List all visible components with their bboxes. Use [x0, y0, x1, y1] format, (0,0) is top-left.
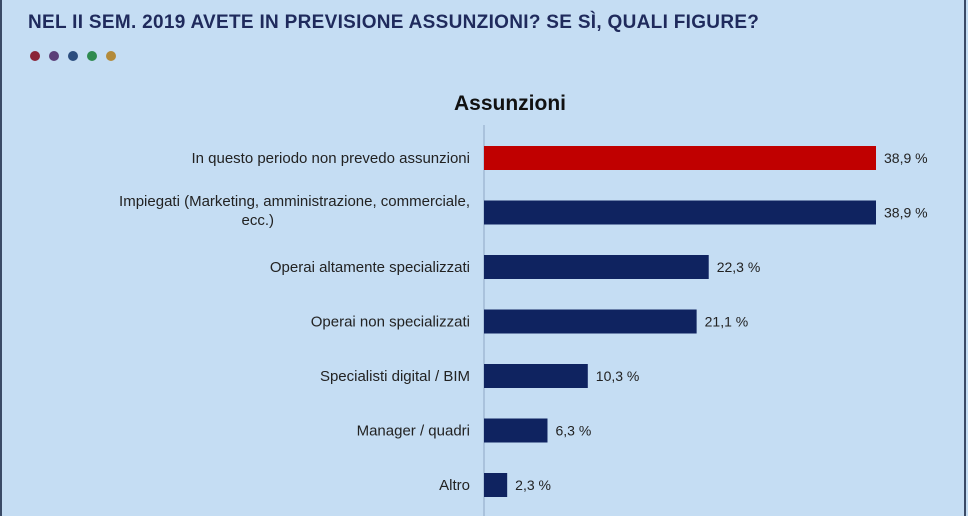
- value-label-1: 38,9 %: [884, 205, 928, 221]
- chart-title: Assunzioni: [454, 92, 566, 115]
- value-label-3: 21,1 %: [705, 314, 749, 330]
- category-label-6: Altro: [439, 477, 470, 494]
- value-label-6: 2,3 %: [515, 477, 551, 493]
- bar-6: [484, 473, 508, 497]
- category-label-5: Manager / quadri: [357, 423, 470, 440]
- dot-navy: [68, 51, 78, 61]
- category-label-2: Operai altamente specializzati: [270, 259, 470, 276]
- dot-purple: [49, 51, 59, 61]
- dot-gold: [106, 51, 116, 61]
- dot-green: [87, 51, 97, 61]
- value-label-0: 38,9 %: [884, 150, 928, 166]
- decorative-dots: [30, 51, 116, 61]
- value-label-2: 22,3 %: [717, 259, 761, 275]
- value-label-4: 10,3 %: [596, 368, 640, 384]
- bar-0: [484, 146, 876, 170]
- dot-maroon: [30, 51, 40, 61]
- bar-5: [484, 418, 548, 443]
- page-title: NEL II SEM. 2019 AVETE IN PREVISIONE ASS…: [28, 12, 760, 33]
- bar-2: [484, 255, 709, 279]
- category-label-3: Operai non specializzati: [311, 314, 470, 331]
- bar-1: [484, 200, 876, 225]
- category-label-4: Specialisti digital / BIM: [320, 368, 470, 385]
- value-label-5: 6,3 %: [555, 423, 591, 439]
- bar-3: [484, 309, 697, 334]
- category-label-1: Impiegati (Marketing, amministrazione, c…: [119, 193, 470, 229]
- bar-4: [484, 364, 588, 388]
- category-label-0: In questo periodo non prevedo assunzioni: [191, 150, 470, 167]
